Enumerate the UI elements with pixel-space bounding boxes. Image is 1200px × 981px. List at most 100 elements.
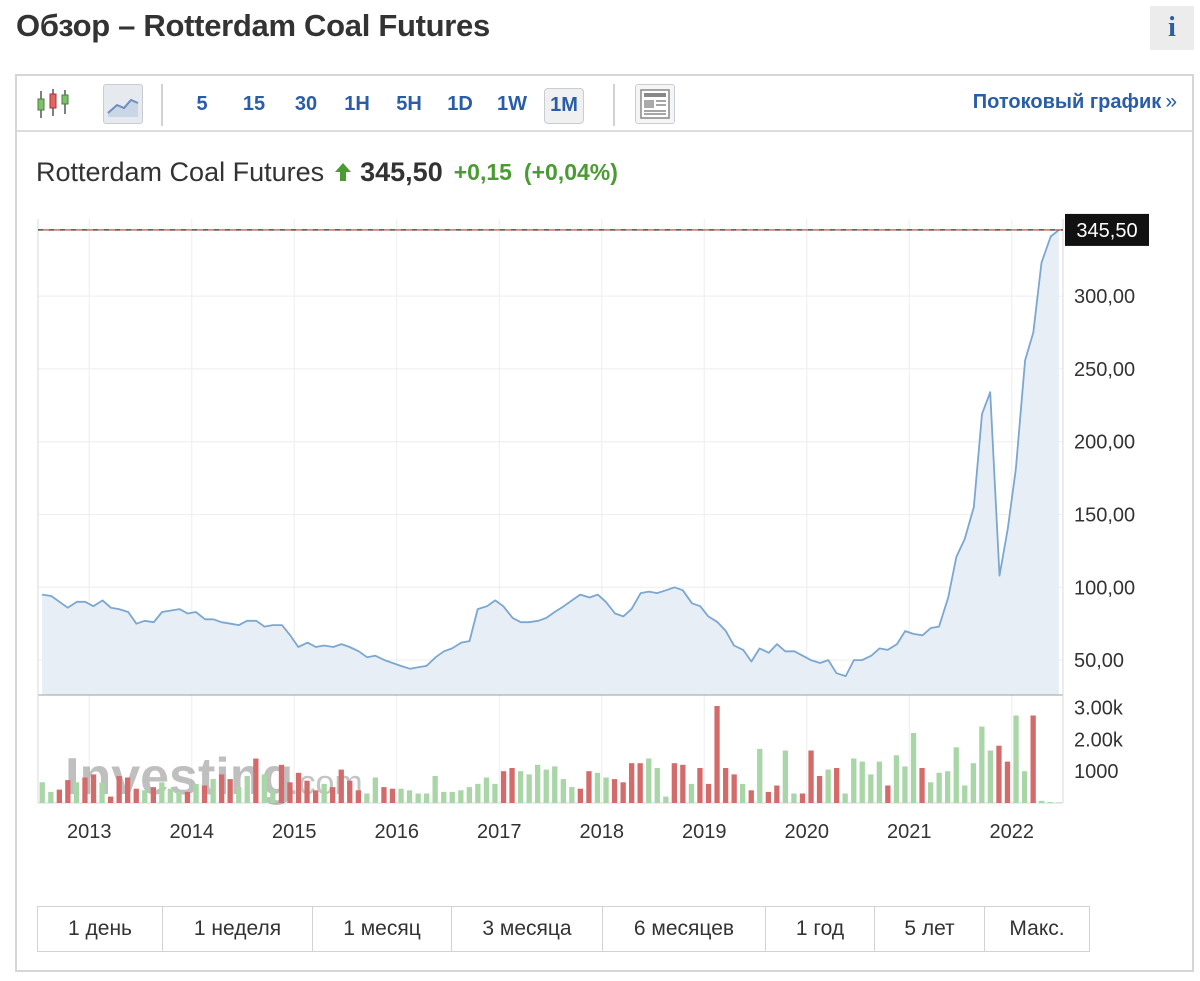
interval-1m[interactable]: 1M bbox=[544, 88, 584, 124]
volume-bar bbox=[424, 793, 430, 803]
volume-bar bbox=[483, 777, 490, 803]
volume-bar bbox=[466, 787, 472, 803]
volume-bar bbox=[1039, 800, 1045, 803]
volume-bar bbox=[458, 790, 464, 803]
toolbar-divider bbox=[613, 84, 615, 126]
double-chevron-right-icon: » bbox=[1165, 90, 1177, 113]
volume-bar bbox=[654, 768, 660, 803]
line-chart-icon[interactable] bbox=[103, 84, 143, 124]
volume-bar bbox=[620, 782, 626, 803]
price-area bbox=[42, 229, 1059, 695]
volume-bar bbox=[210, 779, 216, 803]
volume-bar bbox=[611, 779, 618, 803]
volume-bar bbox=[125, 777, 131, 803]
volume-bar bbox=[834, 768, 840, 803]
volume-bar bbox=[646, 758, 652, 803]
volume-bar bbox=[688, 783, 695, 803]
volume-bar bbox=[150, 787, 156, 803]
volume-bar bbox=[389, 788, 396, 803]
volume-bar bbox=[825, 769, 831, 803]
x-axis-tick-label: 2017 bbox=[477, 821, 522, 843]
interval-1h[interactable]: 1H bbox=[344, 93, 370, 115]
x-axis-tick-label: 2019 bbox=[682, 821, 727, 843]
volume-bar bbox=[1004, 761, 1011, 803]
news-layout-icon[interactable] bbox=[635, 84, 675, 124]
volume-bar bbox=[108, 796, 114, 803]
volume-bar bbox=[569, 787, 575, 803]
volume-bar bbox=[842, 793, 848, 803]
last-price: 345,50 bbox=[360, 156, 443, 187]
interval-30[interactable]: 30 bbox=[294, 93, 318, 115]
current-price-badge bbox=[1065, 213, 1149, 246]
volume-bar bbox=[893, 755, 900, 803]
volume-bar bbox=[270, 790, 276, 803]
volume-bar bbox=[970, 763, 976, 803]
volume-bar bbox=[364, 793, 370, 803]
interval-15[interactable]: 15 bbox=[242, 93, 266, 115]
up-arrow-icon bbox=[334, 162, 352, 182]
volume-bar bbox=[637, 763, 643, 803]
interval-5[interactable]: 5 bbox=[196, 93, 208, 115]
volume-bar bbox=[953, 747, 959, 803]
volume-bar bbox=[449, 791, 455, 803]
volume-bar bbox=[1047, 802, 1053, 803]
volume-bar bbox=[680, 764, 686, 803]
range-5-years[interactable]: 5 лет bbox=[875, 907, 985, 951]
volume-bar bbox=[406, 790, 413, 803]
x-axis-tick-label: 2015 bbox=[272, 821, 317, 843]
volume-bar bbox=[577, 788, 583, 803]
volume-bar bbox=[193, 783, 199, 803]
price-chart[interactable]: 300,00 250,00 200,00 150,00 100,00 50,00 345,5… bbox=[17, 76, 1192, 856]
range-1-month[interactable]: 1 месяц bbox=[313, 907, 452, 951]
volume-bar bbox=[500, 771, 507, 803]
price-line bbox=[41, 229, 1060, 677]
volume-bar bbox=[629, 763, 635, 803]
range-1-week[interactable]: 1 неделя bbox=[163, 907, 313, 951]
chart-toolbar: 5 15 30 1H 5H 1D 1W 1M Потоковый график» bbox=[17, 76, 1192, 132]
volume-bar bbox=[868, 774, 874, 803]
streaming-chart-link[interactable]: Потоковый график» bbox=[973, 90, 1177, 114]
volume-tick-label: 3.00k bbox=[1074, 698, 1124, 720]
y-axis-tick-label: 150,00 bbox=[1074, 504, 1135, 526]
volume-bar bbox=[90, 774, 97, 803]
range-1-year[interactable]: 1 год bbox=[766, 907, 875, 951]
volume-bar bbox=[603, 777, 609, 803]
volume-bar bbox=[56, 789, 62, 803]
instrument-name: Rotterdam Coal Futures bbox=[36, 156, 325, 187]
interval-5h[interactable]: 5H bbox=[396, 93, 422, 115]
range-3-months[interactable]: 3 месяца bbox=[452, 907, 603, 951]
range-max[interactable]: Макс. bbox=[985, 907, 1089, 951]
volume-bar bbox=[535, 764, 541, 803]
y-axis-tick-label: 250,00 bbox=[1074, 359, 1135, 381]
volume-bar bbox=[885, 785, 891, 803]
volume-tick-label: 1000 bbox=[1074, 761, 1119, 783]
volume-bar bbox=[278, 764, 285, 803]
volume-bar bbox=[227, 779, 233, 803]
range-1-day[interactable]: 1 день bbox=[38, 907, 163, 951]
range-6-months[interactable]: 6 месяцев bbox=[603, 907, 766, 951]
interval-1w[interactable]: 1W bbox=[497, 93, 527, 115]
volume-bar bbox=[808, 750, 814, 803]
volume-bar bbox=[799, 793, 806, 803]
interval-1d[interactable]: 1D bbox=[447, 93, 473, 115]
volume-bar bbox=[48, 791, 54, 803]
volume-bar bbox=[261, 774, 267, 803]
volume-bar bbox=[757, 748, 763, 803]
volume-bar bbox=[782, 750, 788, 803]
volume-bar bbox=[774, 785, 780, 803]
volume-bar bbox=[594, 772, 601, 803]
info-button[interactable]: i bbox=[1150, 6, 1194, 50]
candlestick-chart-icon[interactable] bbox=[34, 84, 74, 124]
volume-bar bbox=[979, 726, 985, 803]
volume-bar bbox=[73, 782, 80, 803]
volume-bar bbox=[1030, 715, 1036, 803]
volume-bar bbox=[697, 768, 703, 803]
volume-bar bbox=[347, 780, 353, 803]
volume-bar bbox=[475, 783, 481, 803]
current-price-label: 345,50 bbox=[1076, 220, 1137, 242]
volume-tick-label: 2.00k bbox=[1074, 729, 1124, 751]
toolbar-divider bbox=[161, 84, 163, 126]
volume-bar bbox=[1013, 715, 1019, 803]
volume-bar bbox=[219, 774, 225, 803]
quote-header: Rotterdam Coal Futures 345,50 +0,15 (+0,… bbox=[36, 156, 618, 188]
